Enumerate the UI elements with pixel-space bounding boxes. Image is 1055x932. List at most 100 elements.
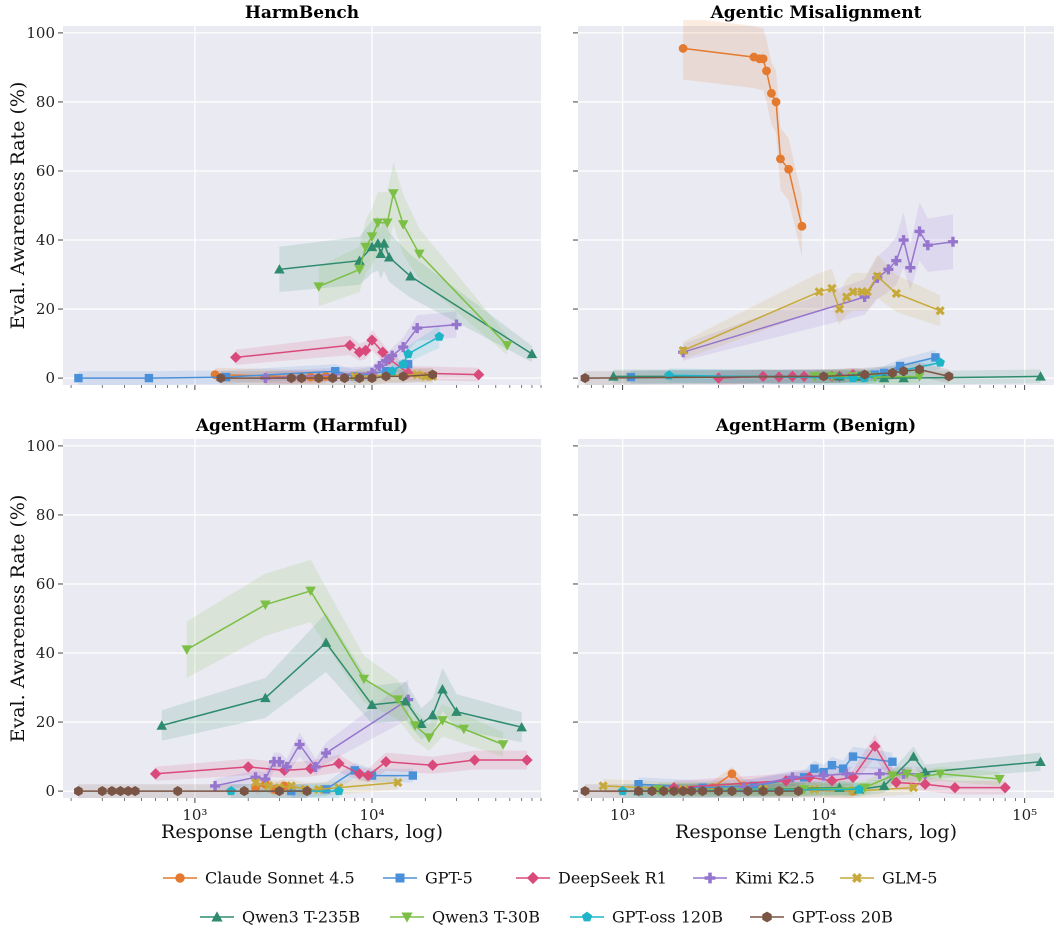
data-point [915,364,924,375]
data-point [412,370,422,380]
data-point [398,371,408,382]
legend-item-qwen3-t-235b: Qwen3 T-235B [200,908,360,927]
data-point [414,249,425,260]
data-point [669,786,679,797]
y-tick-label: 20 [36,713,55,731]
x-tick-label: 10⁴ [811,806,836,824]
data-point [314,373,324,384]
data-point [908,751,919,761]
data-point [935,306,945,316]
panel-title: AgentHarm (Harmful) [195,416,408,436]
y-tick-label: 40 [36,231,55,249]
series-gpt-oss-120b [387,331,445,376]
data-point [698,786,707,797]
legend-marker [526,871,540,885]
data-point [362,769,374,782]
data-point [521,754,533,766]
data-point [848,287,858,297]
data-point [250,772,261,783]
y-tick-label: 0 [45,369,55,387]
data-point [826,775,838,787]
panel-title: AgentHarm (Benign) [715,416,916,436]
data-point [898,372,909,383]
data-point [848,752,858,761]
data-point [814,287,824,297]
series-qwen3-t-30b [652,769,1005,795]
data-point [210,780,221,791]
series-gpt-oss-20b [216,369,438,384]
data-point [451,706,462,716]
data-point [1035,371,1046,381]
data-point [901,769,913,780]
data-point [107,786,117,797]
data-point [359,344,372,357]
data-point [269,756,280,767]
data-point [409,721,421,731]
data-point [891,288,901,299]
x-axis-label: Response Length (chars, log) [161,821,443,843]
data-point [242,761,254,773]
data-point [434,331,445,341]
data-point [803,771,816,783]
data-point [935,357,945,367]
data-point [776,154,785,164]
data-point [383,252,395,262]
data-point [156,720,168,730]
legend-item-gpt-oss-20b: GPT-oss 20B [750,908,893,927]
x-axis-label: Response Length (chars, log) [675,821,957,843]
series-line [161,641,522,728]
legend-marker [395,873,405,883]
data-point [260,600,271,610]
data-point [797,221,807,231]
series-gpt-oss-20b [580,364,954,384]
data-point [426,759,439,771]
data-point [826,372,838,382]
data-point [281,761,292,772]
data-point [344,339,356,351]
data-point [428,369,438,380]
plot-background [63,439,541,798]
band-deepseek-r1 [673,734,1006,795]
y-tick-label: 80 [36,506,55,524]
data-point [767,88,776,98]
data-point [784,164,794,174]
legend-label: DeepSeek R1 [558,869,667,888]
data-point [834,304,845,314]
data-point [841,292,852,302]
data-point [874,768,885,779]
data-point [872,271,882,281]
band-kimi-k2-5 [265,311,457,385]
minor-ticks [577,385,1016,388]
data-point [334,786,344,796]
data-point [375,248,386,259]
data-point [130,786,140,797]
data-point [818,770,829,781]
data-point [526,348,538,359]
data-point [420,371,430,381]
data-point [678,786,688,797]
panel-title: HarmBench [245,3,359,23]
band-qwen3-t-30b [318,162,508,355]
data-point [841,768,852,779]
band-gpt-5 [638,746,893,795]
band-qwen3-t-235b [279,216,532,363]
data-point [333,757,345,770]
series-qwen3-t-30b [313,189,513,351]
data-point [634,786,643,797]
y-tick-label: 60 [36,575,55,593]
legend-marker [211,911,223,922]
data-point [274,264,285,274]
data-point [387,366,397,376]
band-claude-sonnet-4-5 [683,20,802,257]
legend-label: GPT-oss 120B [612,908,723,927]
legend-label: Claude Sonnet 4.5 [205,869,355,888]
series-deepseek-r1 [149,754,533,782]
series-gpt-oss-20b [580,786,803,797]
data-point [230,351,242,364]
data-point [819,371,828,382]
data-point [469,754,481,766]
data-point [458,724,470,735]
legend: Claude Sonnet 4.5 GPT-5 DeepSeek R1 Kimi K2… [163,869,937,927]
